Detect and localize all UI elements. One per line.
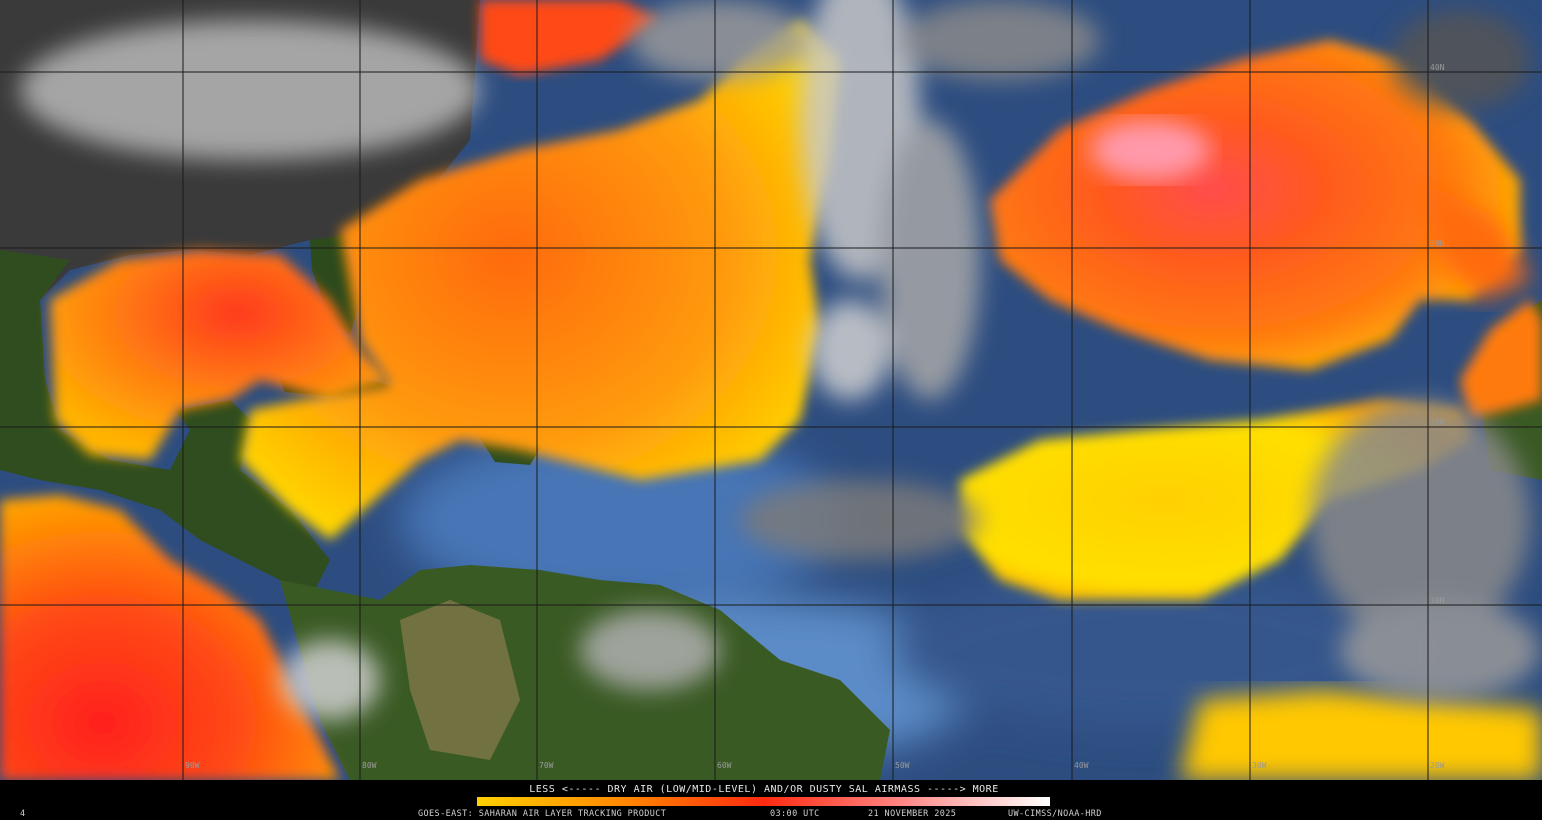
colorbar-caption: LESS <----- DRY AIR (LOW/MID-LEVEL) AND/…	[529, 784, 998, 795]
longitude-label: 20W	[1430, 761, 1445, 770]
grid-labels: 90W 80W 70W 60W 50W 40W 30W 20W 40N 30N 20N 10N	[185, 63, 1445, 770]
longitude-label: 50W	[895, 761, 910, 770]
longitude-label: 40W	[1074, 761, 1089, 770]
time: 03:00 UTC	[770, 809, 820, 819]
longitude-label: 90W	[185, 761, 200, 770]
longitude-label: 60W	[717, 761, 732, 770]
latitude-label: 20N	[1430, 418, 1445, 427]
latitude-label: 40N	[1430, 63, 1445, 72]
frame-number: 4	[20, 809, 26, 819]
credit: UW-CIMSS/NOAA-HRD	[1008, 809, 1102, 819]
product-name: GOES-EAST: SAHARAN AIR LAYER TRACKING PR…	[418, 809, 666, 819]
latitude-label: 10N	[1430, 596, 1445, 605]
longitude-label: 70W	[539, 761, 554, 770]
clouds	[20, 0, 1540, 720]
date: 21 NOVEMBER 2025	[868, 809, 956, 819]
longitude-label: 30W	[1252, 761, 1267, 770]
colorbar	[477, 797, 1050, 806]
lat-lon-grid	[0, 0, 1542, 780]
longitude-label: 80W	[362, 761, 377, 770]
latitude-label: 30N	[1430, 239, 1445, 248]
